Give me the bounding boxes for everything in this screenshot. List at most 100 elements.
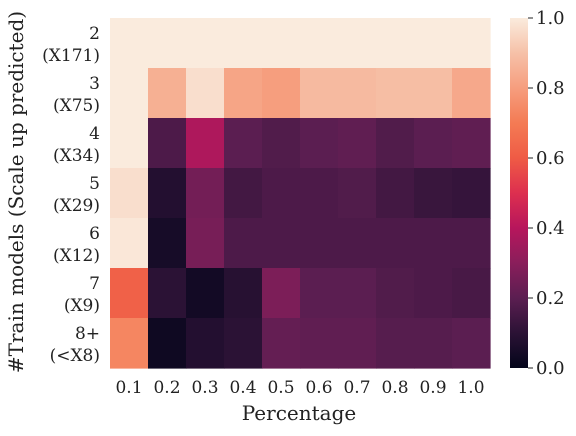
colorbar-gradient [510,18,528,368]
colorbar-ticks: 0.0 0.2 0.4 0.6 0.8 1.0 [528,8,565,379]
colorbar-tick-label: 0.4 [536,218,565,239]
heatmap-cell-r2-c8 [414,118,453,169]
heatmap-cell-r5-c1 [148,268,187,319]
heatmap-cell-r0-c3 [224,18,263,69]
heatmap-cell-r1-c3 [224,68,263,119]
heatmap-cell-r6-c6 [338,318,377,369]
colorbar-tick-label: 1.0 [536,8,565,29]
heatmap-cell-r2-c9 [452,118,491,169]
x-tick-label: 0.3 [191,378,218,398]
heatmap-cell-r2-c1 [148,118,187,169]
heatmap-cell-r2-c5 [300,118,339,169]
y-tick-label-count: 7 [89,274,100,294]
y-tick-label-scale: (X34) [53,146,100,166]
y-tick-label-count: 8+ [75,324,100,344]
x-tick-label: 0.9 [419,378,446,398]
heatmap-cell-r6-c0 [110,318,149,369]
heatmap-cell-r0-c5 [300,18,339,69]
heatmap-cell-r1-c5 [300,68,339,119]
heatmap-cell-r6-c5 [300,318,339,369]
heatmap-cell-r4-c2 [186,218,225,269]
heatmap-cell-r5-c4 [262,268,301,319]
heatmap-cell-r6-c1 [148,318,187,369]
heatmap-cell-r5-c3 [224,268,263,319]
heatmap-cell-r4-c7 [376,218,415,269]
y-tick-label-count: 3 [89,74,100,94]
heatmap-cell-r0-c9 [452,18,491,69]
heatmap-cell-r1-c9 [452,68,491,119]
heatmap-cell-r3-c8 [414,168,453,219]
heatmap-cell-r2-c2 [186,118,225,169]
heatmap-cell-r4-c4 [262,218,301,269]
heatmap-cell-r1-c7 [376,68,415,119]
heatmap-cell-r1-c2 [186,68,225,119]
y-axis-label: #Train models (Scale up predicted) [4,11,28,373]
y-tick-label-scale: (X75) [53,96,100,116]
x-tick-label: 0.6 [305,378,332,398]
heatmap-cell-r6-c7 [376,318,415,369]
heatmap-cell-r0-c0 [110,18,149,69]
heatmap-cell-r4-c9 [452,218,491,269]
y-tick-label-count: 4 [89,124,100,144]
x-tick-labels: 0.1 0.2 0.3 0.4 0.5 0.6 0.7 0.8 0.9 1.0 [115,378,484,398]
heatmap-cell-r3-c2 [186,168,225,219]
heatmap-cell-r6-c3 [224,318,263,369]
heatmap-cell-r4-c0 [110,218,149,269]
heatmap-cell-r0-c8 [414,18,453,69]
y-tick-label-scale: (X171) [42,46,100,66]
heatmap-cell-r5-c7 [376,268,415,319]
colorbar-tick-label: 0.2 [536,288,565,309]
x-tick-label: 1.0 [457,378,484,398]
heatmap-cell-r5-c5 [300,268,339,319]
x-tick-label: 0.2 [153,378,180,398]
heatmap-cell-r1-c6 [338,68,377,119]
heatmap-cell-r4-c6 [338,218,377,269]
x-axis-label: Percentage [242,401,356,425]
y-tick-label-count: 5 [89,174,100,194]
heatmap-cell-r6-c8 [414,318,453,369]
heatmap-cell-r2-c6 [338,118,377,169]
colorbar-tick-label: 0.8 [536,78,565,99]
y-tick-label-count: 2 [89,24,100,44]
x-tick-label: 0.7 [343,378,370,398]
heatmap-cell-r1-c4 [262,68,301,119]
x-tick-label: 0.5 [267,378,294,398]
heatmap-cell-r4-c5 [300,218,339,269]
heatmap-cell-r3-c3 [224,168,263,219]
heatmap-cell-r3-c4 [262,168,301,219]
y-tick-label-scale: (<X8) [50,346,100,366]
y-tick-label-scale: (X12) [53,246,100,266]
x-tick-label: 0.1 [115,378,142,398]
heatmap-cell-r2-c0 [110,118,149,169]
heatmap-cell-r5-c9 [452,268,491,319]
heatmap-cell-r2-c4 [262,118,301,169]
heatmap-cell-r2-c7 [376,118,415,169]
heatmap-cell-r5-c2 [186,268,225,319]
heatmap-cell-r3-c6 [338,168,377,219]
x-tick-label: 0.4 [229,378,256,398]
heatmap-cell-r5-c8 [414,268,453,319]
heatmap-cell-r6-c9 [452,318,491,369]
heatmap-cell-r3-c1 [148,168,187,219]
y-tick-label-count: 6 [89,224,100,244]
colorbar-tick-label: 0.0 [536,358,565,379]
heatmap-cell-r3-c7 [376,168,415,219]
heatmap-cell-r1-c8 [414,68,453,119]
heatmap-cell-r2-c3 [224,118,263,169]
heatmap-cells [110,18,491,369]
heatmap-cell-r3-c0 [110,168,149,219]
heatmap-cell-r0-c4 [262,18,301,69]
heatmap-cell-r0-c7 [376,18,415,69]
heatmap-cell-r6-c2 [186,318,225,369]
y-tick-label-scale: (X29) [53,196,100,216]
heatmap-cell-r0-c1 [148,18,187,69]
heatmap-cell-r4-c8 [414,218,453,269]
colorbar: 0.0 0.2 0.4 0.6 0.8 1.0 [510,8,565,379]
x-tick-label: 0.8 [381,378,408,398]
colorbar-tick-label: 0.6 [536,148,565,169]
heatmap-cell-r3-c5 [300,168,339,219]
heatmap-cell-r1-c1 [148,68,187,119]
heatmap-cell-r4-c1 [148,218,187,269]
heatmap-cell-r5-c6 [338,268,377,319]
